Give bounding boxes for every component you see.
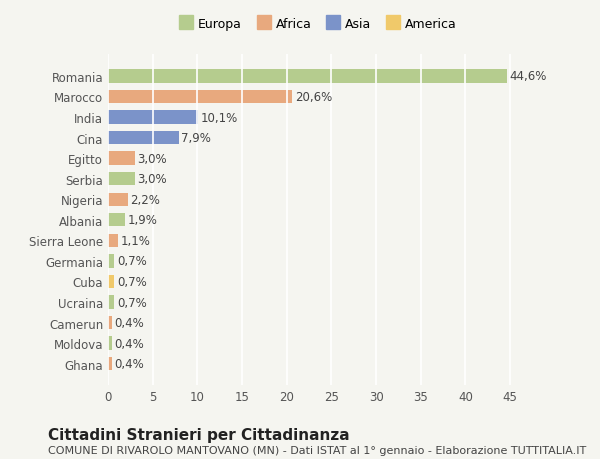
Bar	[108, 296, 114, 309]
Text: 2,2%: 2,2%	[130, 193, 160, 206]
Text: COMUNE DI RIVAROLO MANTOVANO (MN) - Dati ISTAT al 1° gennaio - Elaborazione TUTT: COMUNE DI RIVAROLO MANTOVANO (MN) - Dati…	[48, 445, 586, 455]
Text: 0,4%: 0,4%	[114, 337, 144, 350]
Bar	[108, 132, 179, 145]
Bar	[108, 316, 112, 330]
Bar	[108, 275, 114, 289]
Text: 20,6%: 20,6%	[295, 91, 332, 104]
Bar	[108, 234, 118, 247]
Text: 1,9%: 1,9%	[128, 214, 158, 227]
Legend: Europa, Africa, Asia, America: Europa, Africa, Asia, America	[179, 18, 457, 31]
Text: 7,9%: 7,9%	[181, 132, 211, 145]
Bar	[108, 193, 128, 207]
Text: 1,1%: 1,1%	[121, 235, 151, 247]
Bar	[108, 173, 135, 186]
Text: 0,7%: 0,7%	[117, 255, 146, 268]
Text: 10,1%: 10,1%	[201, 111, 238, 124]
Bar	[108, 337, 112, 350]
Text: 3,0%: 3,0%	[137, 152, 167, 165]
Bar	[108, 152, 135, 165]
Bar	[108, 90, 292, 104]
Text: 0,4%: 0,4%	[114, 316, 144, 330]
Text: 3,0%: 3,0%	[137, 173, 167, 186]
Bar	[108, 357, 112, 370]
Text: 0,7%: 0,7%	[117, 275, 146, 288]
Text: 0,4%: 0,4%	[114, 358, 144, 370]
Text: Cittadini Stranieri per Cittadinanza: Cittadini Stranieri per Cittadinanza	[48, 427, 350, 442]
Bar	[108, 70, 506, 84]
Bar	[108, 213, 125, 227]
Bar	[108, 255, 114, 268]
Bar	[108, 111, 198, 124]
Text: 0,7%: 0,7%	[117, 296, 146, 309]
Text: 44,6%: 44,6%	[509, 70, 547, 83]
